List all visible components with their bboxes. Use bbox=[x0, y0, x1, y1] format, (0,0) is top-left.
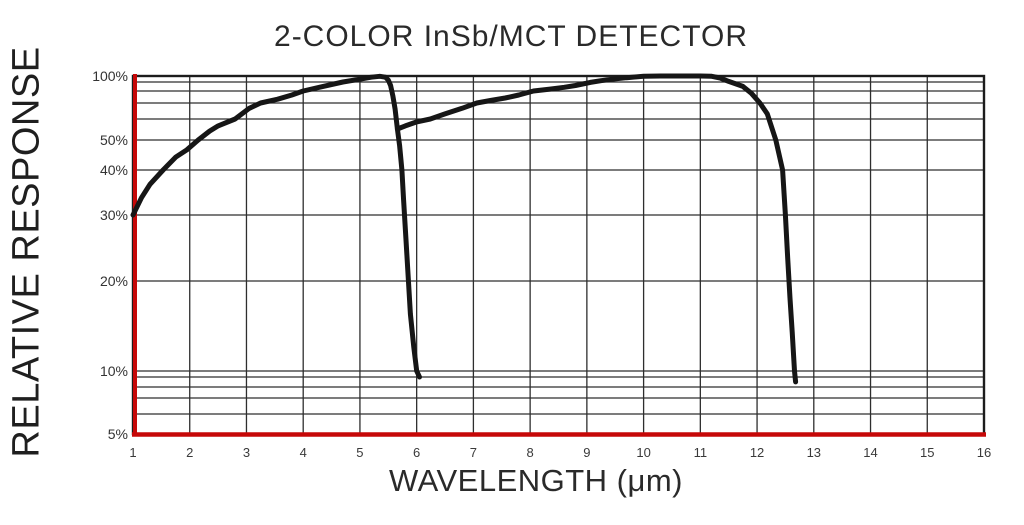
x-tick-label: 2 bbox=[186, 445, 194, 460]
chart-title: 2-COLOR InSb/MCT DETECTOR bbox=[274, 20, 748, 53]
y-tick-label: 40% bbox=[99, 162, 128, 178]
x-tick-label: 14 bbox=[863, 445, 878, 460]
x-tick-label: 12 bbox=[749, 445, 765, 460]
y-tick-label: 20% bbox=[99, 273, 128, 289]
plot-border bbox=[131, 74, 986, 436]
x-tick-label: 7 bbox=[469, 445, 477, 460]
x-tick-label: 8 bbox=[526, 445, 534, 460]
x-tick-label: 3 bbox=[242, 445, 251, 460]
x-tick-label: 4 bbox=[299, 445, 307, 460]
series-insb-curve bbox=[130, 73, 422, 380]
x-axis-label: WAVELENGTH (μm) bbox=[388, 463, 684, 498]
y-tick-label: 50% bbox=[99, 132, 128, 148]
x-tick-label: 16 bbox=[976, 445, 992, 460]
x-tick-label: 5 bbox=[356, 445, 364, 460]
y-tick-label: 30% bbox=[99, 207, 128, 223]
y-tick-label: 10% bbox=[99, 363, 128, 379]
series-mct-curve bbox=[394, 73, 799, 385]
x-tick-label: 10 bbox=[636, 445, 651, 460]
x-tick-label: 11 bbox=[693, 445, 708, 460]
x-tick-label: 6 bbox=[413, 445, 421, 460]
x-tick-label: 13 bbox=[806, 445, 822, 460]
y-tick-label: 100% bbox=[92, 68, 128, 84]
x-tick-label: 15 bbox=[920, 445, 935, 460]
y-tick-label: 5% bbox=[107, 426, 128, 442]
x-tick-label: 1 bbox=[129, 445, 137, 460]
x-tick-label: 9 bbox=[583, 445, 591, 460]
